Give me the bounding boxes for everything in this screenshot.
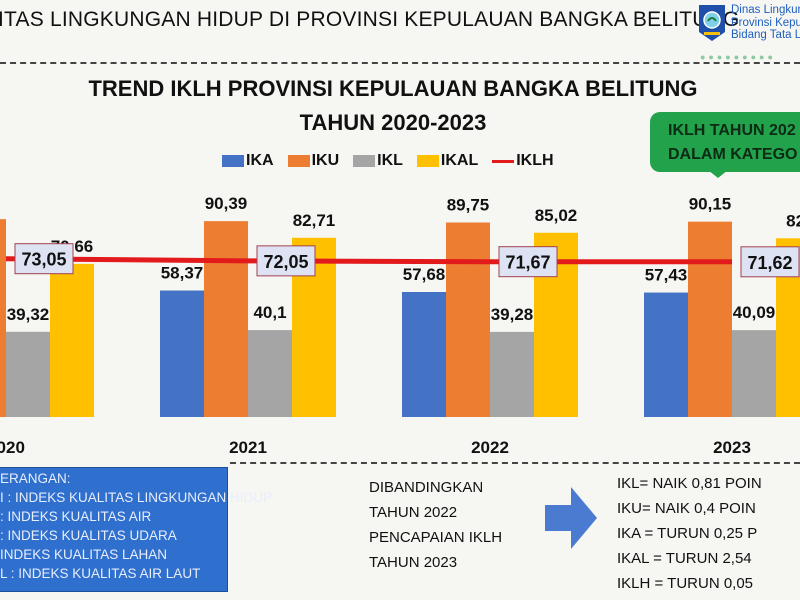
bar-ikl-2020 (6, 331, 50, 417)
keterangan-box (0, 467, 228, 592)
bar-label-ikal-2023: 82, (786, 211, 800, 230)
legend-swatch (353, 155, 376, 167)
legend-item-iku: IKU (287, 152, 340, 170)
year-label-2023: 2023 (713, 438, 751, 457)
bar-label-ika-2022: 57,68 (403, 265, 446, 284)
iklh-line (5, 256, 733, 265)
iklh-label-2020: 73,05 (21, 250, 66, 270)
province-logo-icon (699, 5, 725, 41)
year-label-2021: 2021 (229, 438, 267, 457)
legend-label: IKAL (440, 152, 479, 169)
iklh-label-2021: 72,05 (263, 252, 308, 272)
keterangan-line: ERANGAN: (0, 471, 71, 486)
comparison-line: TAHUN 2022 (369, 504, 458, 521)
callout-line: DALAM KATEGO (668, 146, 798, 163)
callout-line: IKLH TAHUN 202 (668, 122, 796, 139)
bar-iku-2023 (688, 221, 732, 417)
legend-swatch (416, 155, 439, 167)
iklh-label-box-2021 (256, 245, 316, 277)
bar-label-iku-2022: 89,75 (447, 196, 490, 215)
divider-bottom (230, 462, 800, 464)
year-label-2020: 2020 (0, 438, 25, 457)
bar-iku-2020 (0, 219, 6, 417)
callout-pointer (708, 170, 728, 178)
bar-label-ikl-2020: 39,32 (7, 305, 50, 324)
legend-label: IKU (311, 152, 340, 169)
legend-item-ikal: IKAL (416, 152, 479, 170)
arrow-right-icon (545, 487, 597, 549)
bar-iku-2022 (446, 222, 490, 417)
org-line: Dinas Lingkun (731, 4, 800, 16)
iklh-label-box-2022 (498, 246, 558, 278)
bar-label-ikal-2022: 85,02 (535, 206, 578, 225)
slide-header-title: ITAS LINGKUNGAN HIDUP DI PROVINSI KEPULA… (0, 8, 740, 31)
decorative-dots: ●●●●●●●●● (700, 52, 776, 62)
keterangan-line: INDEKS KUALITAS LAHAN (0, 547, 168, 562)
bar-ikl-2022 (490, 331, 534, 417)
org-line: Bidang Tata L (731, 29, 800, 41)
bar-label-ika-2023: 57,43 (645, 266, 688, 285)
bar-ikal-2020 (50, 263, 94, 417)
legend-swatch (287, 155, 310, 167)
legend-label: IKLH (516, 152, 554, 169)
chart-title: TREND IKLH PROVINSI KEPULAUAN BANGKA BEL… (88, 76, 698, 101)
legend-item-ika: IKA (222, 152, 274, 170)
iklh-bar-line-chart: 339,3270,66202058,3790,3940,182,71202157… (0, 194, 800, 457)
legend-label: IKL (377, 152, 403, 169)
bar-ikl-2021 (248, 330, 292, 417)
chart-subtitle: TAHUN 2020-2023 (299, 110, 487, 135)
comparison-line: TAHUN 2023 (369, 554, 458, 571)
comparison-line: PENCAPAIAN IKLH (369, 529, 503, 546)
iklh-label-box-2020 (14, 243, 74, 275)
bar-label-iku-2021: 90,39 (205, 194, 248, 213)
change-line: IKAL = TURUN 2,54 (617, 550, 752, 567)
divider-top (0, 62, 800, 64)
bar-iku-2021 (204, 221, 248, 417)
comparison-line: DIBANDINGKAN (369, 479, 484, 496)
legend-item-ikl: IKL (353, 152, 403, 170)
legend-item-iklh: IKLH (492, 152, 554, 170)
callout-box (650, 112, 800, 172)
keterangan-line: L : INDEKS KUALITAS AIR LAUT (0, 566, 201, 581)
bar-label-ika-2021: 58,37 (161, 264, 204, 283)
iklh-label-2023: 71,62 (747, 253, 792, 273)
change-line: IKA = TURUN 0,25 P (617, 525, 758, 542)
bar-label-ikl-2021: 40,1 (253, 303, 286, 322)
iklh-label-box-2023 (740, 246, 800, 278)
chart-legend: IKA IKU IKL IKAL IKLH (222, 152, 554, 170)
bar-label-ikl-2023: 40,09 (733, 303, 776, 322)
bar-ika-2023 (644, 292, 688, 417)
change-line: IKU= NAIK 0,4 POIN (617, 500, 756, 517)
change-line: IKL= NAIK 0,81 POIN (617, 475, 762, 492)
keterangan-line: : INDEKS KUALITAS UDARA (0, 528, 177, 543)
legend-swatch (222, 155, 244, 167)
bar-label-ikal-2021: 82,71 (293, 211, 336, 230)
bar-ika-2021 (160, 290, 204, 417)
legend-label: IKA (246, 152, 274, 169)
keterangan-line: : INDEKS KUALITAS AIR (0, 509, 152, 524)
bar-ika-2022 (402, 292, 446, 417)
year-label-2022: 2022 (471, 438, 509, 457)
iklh-label-2022: 71,67 (505, 253, 550, 273)
bar-label-ikl-2022: 39,28 (491, 305, 534, 324)
change-line: IKLH = TURUN 0,05 (617, 575, 754, 592)
keterangan-line: I : INDEKS KUALITAS LINGKUNGAN HIDUP (0, 490, 273, 505)
bar-label-iku-2023: 90,15 (689, 195, 732, 214)
bar-ikl-2023 (732, 330, 776, 417)
organization-name: Dinas Lingkun Provinsi Kepu Bidang Tata … (731, 4, 800, 42)
org-line: Provinsi Kepu (731, 16, 800, 29)
legend-line-swatch (492, 159, 515, 163)
